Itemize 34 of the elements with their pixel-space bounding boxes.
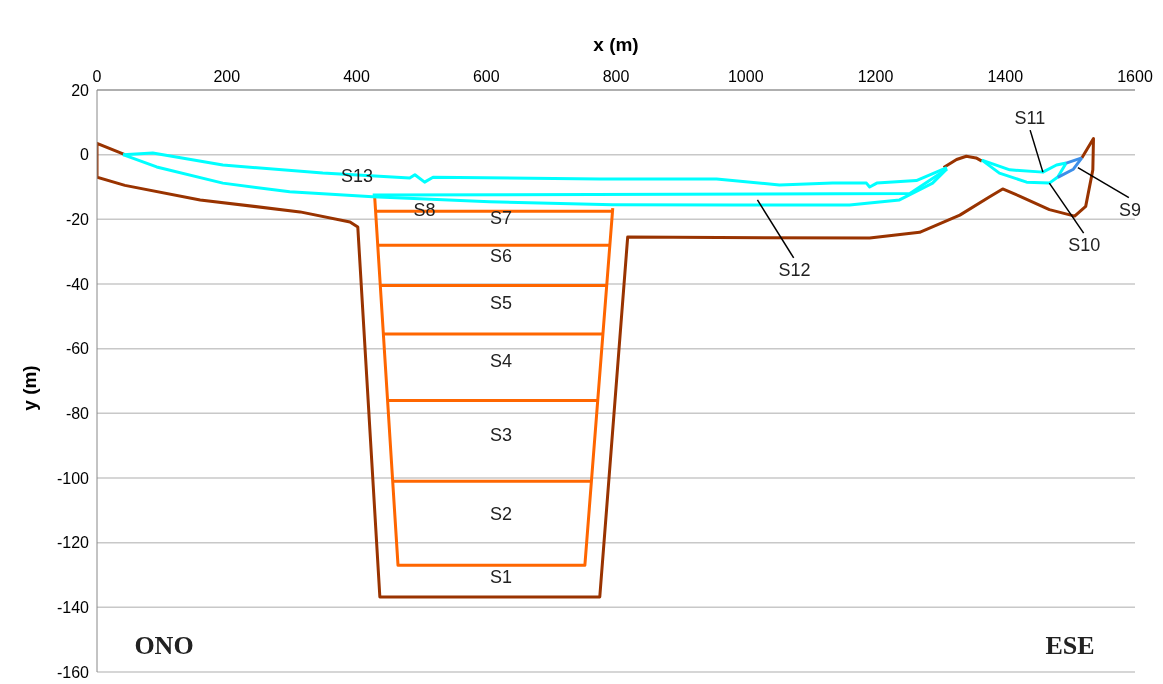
y-tick-label: -140 (56, 599, 90, 617)
y-tick-label: 0 (80, 146, 90, 164)
y-axis-title: y (m) (19, 365, 41, 411)
x-tick-label: 400 (343, 68, 370, 85)
annotation: S9 (1118, 199, 1141, 220)
x-tick-label: 1400 (987, 68, 1024, 85)
x-tick-label: 1000 (727, 68, 764, 85)
x-tick-label: 800 (602, 68, 630, 85)
y-tick-label: -120 (56, 534, 90, 552)
y-tick-label: -100 (56, 469, 90, 487)
y-tick-label: -40 (65, 275, 90, 293)
annotation: ESE (1045, 631, 1095, 661)
annotation: S3 (489, 424, 513, 446)
y-tick-label: -160 (56, 663, 90, 681)
x-tick-label: 0 (92, 68, 102, 85)
y-tick-label: -80 (65, 405, 90, 423)
x-tick-label: 600 (472, 68, 500, 85)
annotation: S2 (489, 503, 513, 525)
y-tick-label: -20 (65, 211, 90, 229)
annotation: S7 (489, 207, 513, 229)
x-tick-label: 1600 (1117, 68, 1153, 85)
annotation: S4 (489, 350, 513, 372)
annotation: S5 (489, 292, 513, 314)
x-tick-label: 200 (213, 68, 241, 85)
annotation: ONO (134, 631, 194, 661)
x-axis-title: x (m) (593, 34, 639, 56)
y-tick-label: 20 (71, 81, 90, 99)
x-tick-label: 1200 (857, 68, 894, 85)
annotation: S11 (1014, 108, 1046, 129)
y-tick-label: -60 (65, 340, 90, 358)
annotation: S6 (489, 245, 513, 267)
annotation: S12 (778, 259, 811, 280)
annotation: S10 (1068, 235, 1101, 256)
annotation: S1 (489, 566, 513, 588)
